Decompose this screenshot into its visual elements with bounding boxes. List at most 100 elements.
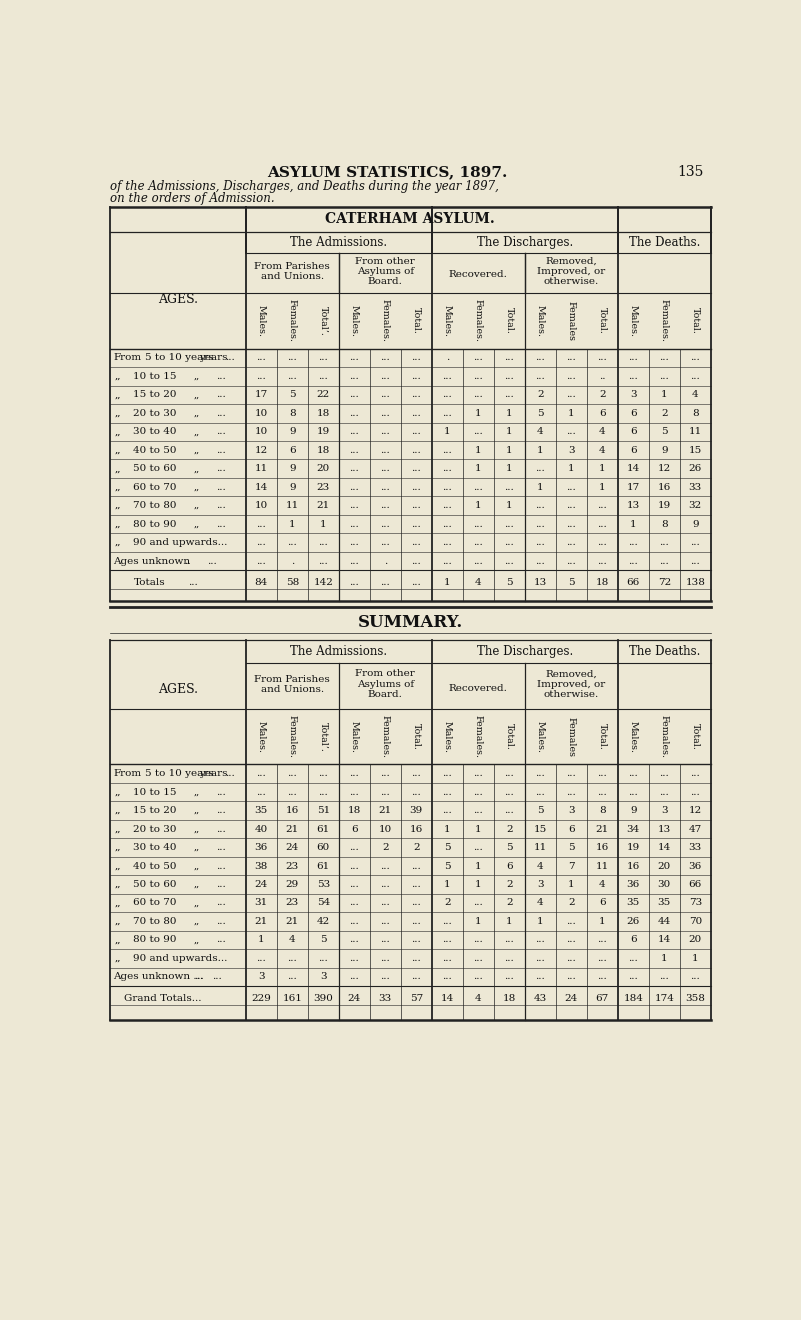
Text: 1: 1 [630,520,637,528]
Text: ...: ... [288,539,297,546]
Text: 1: 1 [475,446,481,454]
Text: ...: ... [216,788,226,796]
Text: ...: ... [256,520,266,528]
Text: 24: 24 [565,994,578,1003]
Text: 18: 18 [316,446,330,454]
Text: ,,: ,, [194,446,200,454]
Text: ,,: ,, [194,502,200,510]
Text: ...: ... [256,788,266,796]
Text: ...: ... [349,409,359,417]
Text: 23: 23 [286,862,299,870]
Text: 33: 33 [689,843,702,851]
Text: 24: 24 [348,994,361,1003]
Text: From: From [113,354,142,362]
Text: ,,: ,, [115,862,121,870]
Text: From: From [113,770,142,777]
Text: ...: ... [216,843,226,851]
Text: ,,: ,, [115,825,121,833]
Text: 1: 1 [475,502,481,510]
Text: ...: ... [380,428,390,436]
Text: ,,: ,, [115,899,121,907]
Text: Males.: Males. [629,721,638,752]
Text: 229: 229 [252,994,272,1003]
Text: ...: ... [412,954,421,962]
Text: 80 to 90: 80 to 90 [134,936,177,944]
Text: ...: ... [659,788,669,796]
Text: CATERHAM ASYLUM.: CATERHAM ASYLUM. [325,213,495,226]
Text: 1: 1 [258,936,264,944]
Text: 20: 20 [689,936,702,944]
Text: ...: ... [442,917,453,925]
Text: ...: ... [505,520,514,528]
Text: 21: 21 [286,917,299,925]
Text: ...: ... [412,917,421,925]
Text: 1: 1 [568,409,574,417]
Text: years: years [199,354,227,362]
Text: ...: ... [442,936,453,944]
Text: 1: 1 [537,446,544,454]
Text: ...: ... [535,354,545,362]
Text: 8: 8 [289,409,296,417]
Text: ,,: ,, [194,843,200,851]
Text: 2: 2 [382,843,388,851]
Text: ...: ... [659,372,669,380]
Text: ...: ... [535,954,545,962]
Text: ...: ... [380,446,390,454]
Text: ...: ... [473,770,483,777]
Text: 14: 14 [658,843,671,851]
Text: 1: 1 [506,428,513,436]
Text: ...: ... [380,788,390,796]
Text: 70: 70 [689,917,702,925]
Text: 60: 60 [316,843,330,851]
Text: ...: ... [349,880,359,888]
Text: ...: ... [380,954,390,962]
Text: ...: ... [349,862,359,870]
Text: 1: 1 [506,409,513,417]
Text: 15: 15 [689,446,702,454]
Text: ...: ... [412,880,421,888]
Text: ...: ... [629,354,638,362]
Text: 53: 53 [316,880,330,888]
Text: ...: ... [319,354,328,362]
Text: 51: 51 [316,807,330,814]
Text: ...: ... [412,391,421,399]
Text: ...: ... [659,557,669,565]
Text: ...: ... [216,372,226,380]
Text: 13: 13 [658,825,671,833]
Text: 36: 36 [689,862,702,870]
Text: 40 to 50: 40 to 50 [134,862,177,870]
Text: 3: 3 [258,973,264,981]
Text: ...: ... [598,788,607,796]
Text: ...: ... [319,372,328,380]
Text: 6: 6 [630,936,637,944]
Text: 11: 11 [689,428,702,436]
Text: 1: 1 [599,917,606,925]
Text: ...: ... [256,954,266,962]
Text: ...: ... [380,936,390,944]
Text: ...: ... [535,372,545,380]
Text: ...: ... [505,973,514,981]
Text: 1: 1 [444,428,451,436]
Text: 72: 72 [658,578,671,587]
Text: ...: ... [505,788,514,796]
Text: 1: 1 [661,954,668,962]
Text: ...: ... [566,391,576,399]
Text: 11: 11 [255,465,268,473]
Text: Total’.: Total’. [319,722,328,751]
Text: 2: 2 [568,899,574,907]
Text: 26: 26 [626,917,640,925]
Text: ...: ... [629,770,638,777]
Text: Females.: Females. [288,300,297,342]
Text: 5: 5 [320,936,327,944]
Text: 18: 18 [503,994,516,1003]
Text: Females.: Females. [474,715,483,758]
Text: Total.: Total. [598,723,607,750]
Text: 2: 2 [506,899,513,907]
Text: 70 to 80: 70 to 80 [134,502,177,510]
Text: From other
Asylums of
Board.: From other Asylums of Board. [356,256,415,286]
Text: ...: ... [535,502,545,510]
Text: 5: 5 [537,807,544,814]
Text: Total.: Total. [505,308,513,334]
Text: 1: 1 [289,520,296,528]
Text: ...: ... [380,578,390,587]
